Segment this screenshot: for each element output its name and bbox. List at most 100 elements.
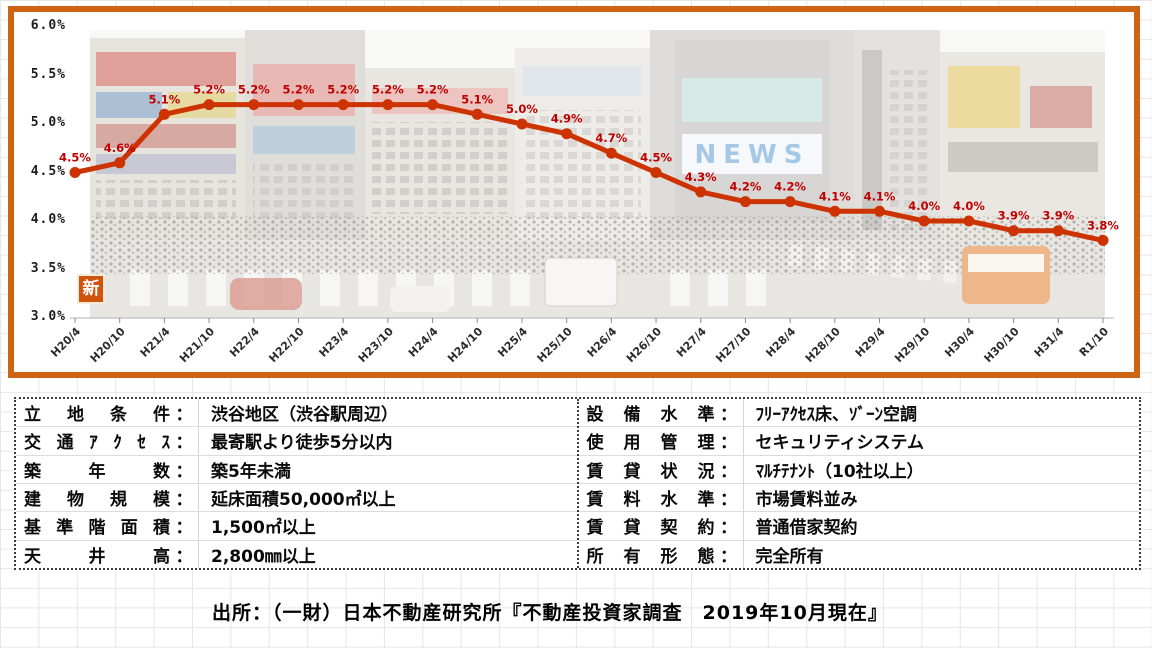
data-point-label: 4.2% [774, 180, 806, 194]
condition-row: 天井高： 2,800㎜以上 [16, 539, 577, 568]
x-axis-label: H28/4 [763, 325, 798, 360]
data-point-label: 5.2% [417, 83, 449, 97]
data-point [427, 99, 439, 111]
condition-colon: ： [715, 399, 744, 427]
condition-row: 賃料水準： 市場賃料並み [578, 482, 1139, 512]
condition-value: 最寄駅より徒歩5分以内 [211, 433, 393, 454]
data-point-label: 5.2% [372, 83, 404, 97]
data-point [874, 205, 886, 217]
x-axis-label: H24/10 [445, 325, 485, 365]
condition-label: 使用管理 [586, 433, 715, 454]
x-axis-label: H24/4 [406, 325, 441, 360]
data-point [292, 99, 304, 111]
data-point [1052, 225, 1064, 237]
data-point-label: 4.7% [595, 131, 627, 145]
condition-label: 賃貸状況 [586, 461, 715, 482]
condition-colon: ： [715, 455, 744, 483]
y-axis-label: 4.0% [30, 212, 66, 227]
x-axis-label: H30/4 [942, 325, 977, 360]
x-axis-label: H26/10 [624, 325, 664, 365]
x-axis-label: H28/10 [803, 325, 843, 365]
data-point [829, 205, 841, 217]
trend-line [72, 102, 1106, 243]
line-plot: H20/4 H20/10 H21/4 H21/10 H22/4 H22/10 H23/4 H2… [48, 83, 1119, 366]
conditions-table-left: 立地条件：渋谷地区（渋谷駅周辺） 交通ｱｸｾｽ：最寄駅より徒歩5分以内 築年数：築5… [16, 399, 579, 568]
data-point-label: 3.9% [998, 209, 1030, 223]
condition-value: セキュリティシステム [755, 433, 924, 454]
x-axis-label: H31/4 [1032, 325, 1067, 360]
condition-colon: ： [715, 483, 744, 512]
data-point-label: 5.2% [327, 83, 359, 97]
condition-value: 市場賃料並み [755, 490, 858, 511]
condition-value: 渋谷地区（渋谷駅周辺） [211, 405, 398, 426]
condition-label: 交通ｱｸｾｽ [24, 433, 170, 454]
condition-row: 所有形態： 完全所有 [578, 539, 1139, 568]
data-point [695, 186, 707, 198]
condition-value: 2,800㎜以上 [211, 546, 316, 567]
x-axis-label: H21/4 [138, 325, 173, 360]
data-point-label: 5.2% [283, 83, 315, 97]
condition-colon: ： [715, 540, 744, 568]
data-point [605, 147, 617, 159]
y-axis-label: 5.0% [30, 115, 66, 130]
data-point [918, 215, 930, 227]
condition-label: 所有形態 [586, 546, 715, 567]
condition-value: 1,500㎡以上 [211, 518, 316, 539]
data-point [1008, 225, 1020, 237]
x-axis-label: H26/4 [585, 325, 620, 360]
data-point [963, 215, 975, 227]
y-axis-label: 3.0% [30, 309, 66, 324]
property-conditions-table: 立地条件：渋谷地区（渋谷駅周辺） 交通ｱｸｾｽ：最寄駅より徒歩5分以内 築年数：築5… [14, 397, 1141, 570]
data-point-label: 5.0% [506, 102, 538, 116]
condition-value: 普通借家契約 [755, 518, 858, 539]
data-point-label: 5.1% [148, 92, 180, 106]
condition-label: 築年数 [24, 461, 170, 482]
condition-colon: ： [170, 512, 199, 540]
condition-colon: ： [715, 427, 744, 455]
condition-row: 築年数： 築5年未満 [16, 454, 577, 483]
condition-row: 建物規模： 延床面積50,000㎡以上 [16, 482, 577, 512]
condition-row: 賃貸状況： ﾏﾙﾁﾃﾅﾝﾄ（10社以上） [578, 454, 1139, 483]
data-point-label: 4.3% [685, 170, 717, 184]
condition-colon: ： [170, 427, 199, 455]
condition-row: 交通ｱｸｾｽ： 最寄駅より徒歩5分以内 [16, 426, 577, 455]
x-axis-label: H23/10 [356, 325, 396, 365]
condition-colon: ： [170, 399, 199, 427]
condition-label: 基準階面積 [24, 518, 170, 539]
new-badge: 新 [77, 274, 105, 304]
condition-value: 延床面積50,000㎡以上 [211, 490, 396, 511]
source-caption: 出所：（一財）日本不動産研究所『不動産投資家調査 2019年10月現在』 [212, 602, 888, 624]
data-point-label: 4.0% [953, 199, 985, 213]
data-point-label: 5.2% [238, 83, 270, 97]
x-axis-label: H29/4 [853, 325, 888, 360]
x-axis-label: H29/10 [892, 325, 932, 365]
data-point-label: 3.8% [1087, 218, 1119, 232]
data-point-label: 5.1% [461, 92, 493, 106]
news-sign-text: NEWS [695, 140, 810, 170]
data-point-label: 4.5% [59, 151, 91, 165]
cap-rate-chart-frame: NEWS [8, 6, 1140, 378]
condition-value: 築5年未満 [211, 461, 291, 482]
data-point-label: 4.5% [640, 151, 672, 165]
data-point [784, 196, 796, 208]
data-point-label: 4.2% [729, 180, 761, 194]
data-point-label: 5.2% [193, 83, 225, 97]
x-axis-label: H20/10 [88, 325, 128, 365]
conditions-table-right: 設備水準：ﾌﾘｰｱｸｾｽ床、ｿﾞｰﾝ空調 使用管理：セキュリティシステム 賃貸状況：… [578, 399, 1139, 568]
data-point [739, 196, 751, 208]
data-point-label: 4.6% [104, 141, 136, 155]
condition-row: 立地条件： 渋谷地区（渋谷駅周辺） [16, 399, 577, 427]
x-axis-label: H30/10 [982, 325, 1022, 365]
condition-label: 設備水準 [586, 405, 715, 426]
data-point [516, 118, 528, 130]
condition-row: 基準階面積： 1,500㎡以上 [16, 511, 577, 540]
data-point [1097, 234, 1109, 246]
y-axis-label: 4.5% [30, 163, 66, 179]
x-axis-label: H27/4 [674, 325, 709, 360]
condition-colon: ： [170, 540, 199, 568]
condition-row: 使用管理： セキュリティシステム [578, 426, 1139, 455]
data-point [471, 108, 483, 120]
x-axis-label: H27/10 [713, 325, 753, 365]
data-point [114, 157, 126, 169]
condition-label: 建物規模 [24, 490, 170, 511]
